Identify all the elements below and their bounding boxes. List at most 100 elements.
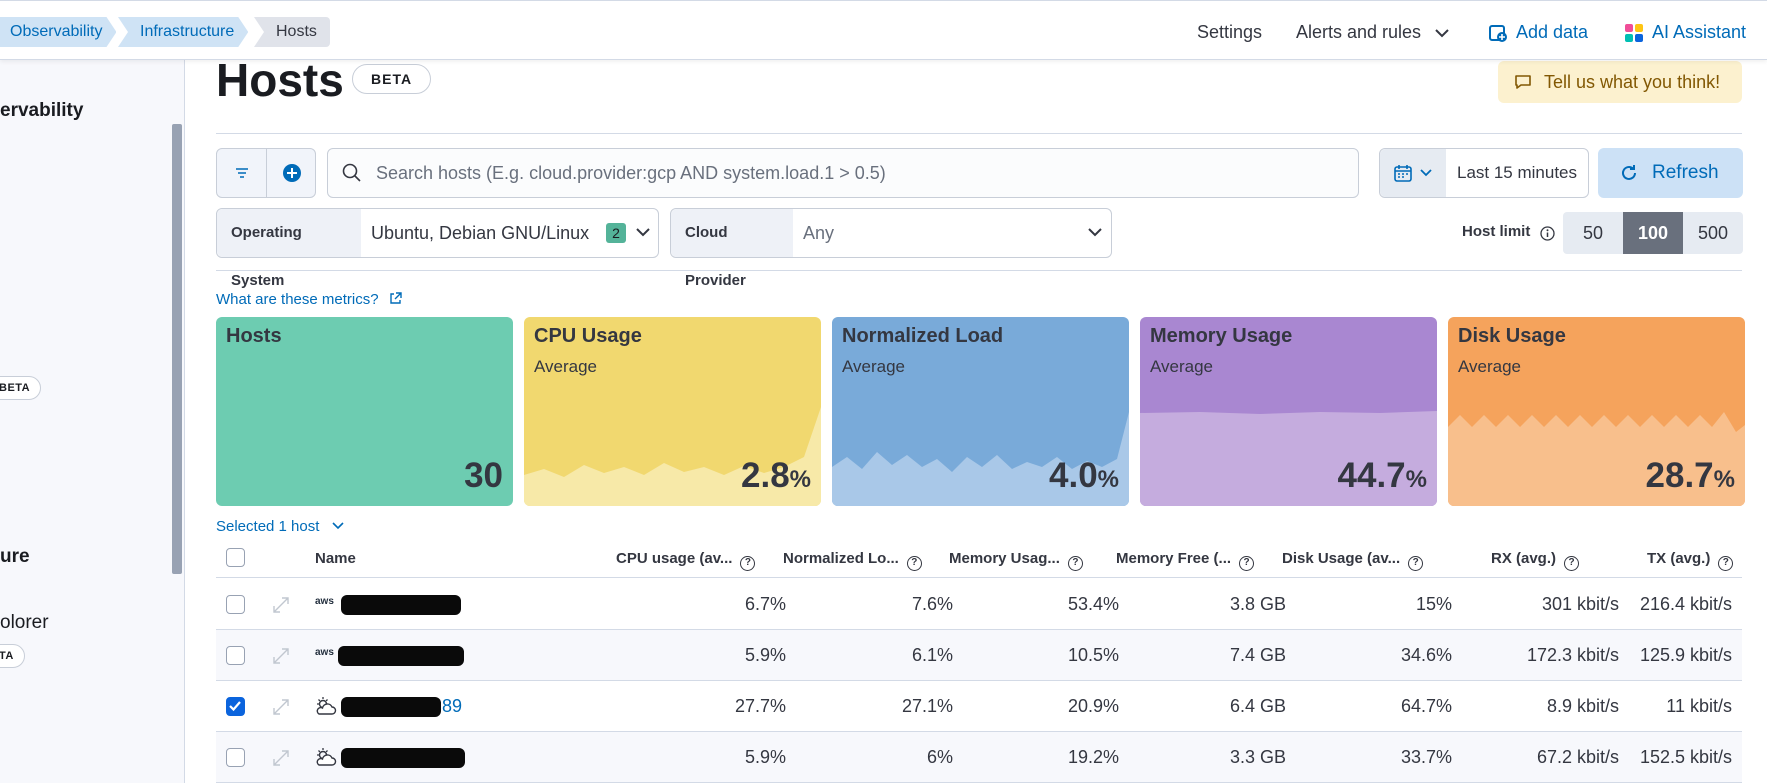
add-data-link[interactable]: Add data <box>1488 17 1588 47</box>
refresh-label: Refresh <box>1652 162 1719 183</box>
hosts-metric-card[interactable]: Hosts 30 <box>216 317 513 506</box>
row-checkbox[interactable] <box>226 697 245 716</box>
search-bar[interactable]: Search hosts (E.g. cloud.provider:gcp AN… <box>327 148 1359 198</box>
table-row[interactable]: aws 5.9% 6.1% 10.5% 7.4 GB 34.6% 172.3 k… <box>216 630 1742 681</box>
feedback-button[interactable]: Tell us what you think! <box>1498 61 1742 103</box>
date-picker[interactable]: Last 15 minutes <box>1379 148 1589 198</box>
disk-usage-metric-card[interactable]: Disk Usage Average 28.7% <box>1448 317 1745 506</box>
ai-assistant-button[interactable]: AI Assistant <box>1624 17 1746 47</box>
column-memory-usage[interactable]: Memory Usag...? <box>949 550 1083 571</box>
memory-free-value: 3.8 GB <box>1229 594 1286 614</box>
quick-select-button[interactable] <box>1380 149 1446 197</box>
sparkline-area <box>1140 411 1437 506</box>
column-disk-usage[interactable]: Disk Usage (av...? <box>1282 550 1424 571</box>
tx-value: 152.5 kbit/s <box>1639 747 1732 767</box>
memory-usage-metric-card[interactable]: Memory Usage Average 44.7% <box>1140 317 1437 506</box>
breadcrumb-infrastructure[interactable]: Infrastructure <box>118 17 248 47</box>
card-subtitle: Average <box>534 357 598 376</box>
host-limit-50[interactable]: 50 <box>1582 223 1604 243</box>
time-range-label[interactable]: Last 15 minutes <box>1457 163 1578 182</box>
redacted-host-name[interactable] <box>341 697 441 717</box>
column-tx[interactable]: TX (avg.)? <box>1647 550 1734 571</box>
card-title: CPU Usage <box>534 325 642 347</box>
filter-menu-button[interactable] <box>217 149 267 197</box>
card-value: 30 <box>464 456 503 495</box>
alerts-label: Alerts and rules <box>1296 22 1422 42</box>
sidebar-item-explorer[interactable]: olorer <box>0 612 49 633</box>
gcp-icon <box>316 748 337 766</box>
select-all-checkbox[interactable] <box>226 548 245 567</box>
selected-hosts-label: Selected 1 host <box>216 518 320 535</box>
normalized-load-metric-card[interactable]: Normalized Load Average 4.0% <box>832 317 1129 506</box>
host-limit-100[interactable]: 100 <box>1623 212 1683 254</box>
cpu-value: 5.9% <box>744 747 786 767</box>
disk-value: 34.6% <box>1400 645 1452 665</box>
page-title: Hosts <box>216 54 344 106</box>
plus-circle-icon <box>283 164 301 182</box>
os-filter[interactable]: Operating System Ubuntu, Debian GNU/Linu… <box>216 208 659 289</box>
add-filter-button[interactable] <box>267 149 317 197</box>
card-subtitle: Average <box>842 357 906 376</box>
column-name[interactable]: Name <box>315 550 356 567</box>
sparkline-area <box>1448 412 1745 506</box>
refresh-button[interactable]: Refresh <box>1598 148 1743 198</box>
add-data-icon <box>1489 25 1507 43</box>
info-icon[interactable] <box>1540 226 1555 241</box>
rx-value: 172.3 kbit/s <box>1526 645 1619 665</box>
tx-value: 125.9 kbit/s <box>1639 645 1732 665</box>
table-row[interactable]: 89 27.7% 27.1% 20.9% 6.4 GB 64.7% 8.9 kb… <box>216 681 1742 732</box>
redacted-host-name[interactable] <box>341 595 461 615</box>
selected-hosts-menu[interactable]: Selected 1 host <box>216 518 344 535</box>
row-checkbox[interactable] <box>226 748 245 767</box>
column-rx[interactable]: RX (avg.)? <box>1491 550 1580 571</box>
aws-icon: aws <box>315 596 334 607</box>
cloud-provider-label: Cloud Provider <box>671 209 793 289</box>
sidebar-item-infrastructure[interactable]: ure <box>0 546 30 567</box>
row-checkbox[interactable] <box>226 595 245 614</box>
settings-link[interactable]: Settings <box>1197 22 1263 42</box>
expand-icon[interactable] <box>271 595 291 615</box>
expand-icon[interactable] <box>271 697 291 717</box>
card-title: Hosts <box>226 325 282 347</box>
cloud-provider-filter[interactable]: Cloud Provider Any <box>670 208 1112 289</box>
redacted-host-name[interactable] <box>338 646 464 666</box>
rx-value: 8.9 kbit/s <box>1546 696 1619 716</box>
sidebar-scrollbar[interactable] <box>172 124 182 574</box>
divider <box>216 133 1742 134</box>
feedback-label: Tell us what you think! <box>1544 72 1721 92</box>
card-title: Disk Usage <box>1458 325 1566 347</box>
table-header: Name CPU usage (av...? Normalized Lo...?… <box>216 538 1742 578</box>
column-memory-free[interactable]: Memory Free (...? <box>1116 550 1255 571</box>
memory-free-value: 7.4 GB <box>1229 645 1286 665</box>
column-cpu-usage[interactable]: CPU usage (av...? <box>616 550 756 571</box>
checkmark-icon <box>229 701 241 712</box>
divider <box>216 270 1742 271</box>
tx-value: 216.4 kbit/s <box>1639 594 1732 614</box>
column-normalized-load[interactable]: Normalized Lo...? <box>783 550 922 571</box>
card-subtitle: Average <box>1150 357 1214 376</box>
cpu-usage-metric-card[interactable]: CPU Usage Average 2.8% <box>524 317 821 506</box>
load-value: 27.1% <box>901 696 953 716</box>
row-checkbox[interactable] <box>226 646 245 665</box>
expand-icon[interactable] <box>271 748 291 768</box>
card-subtitle: Average <box>1458 357 1522 376</box>
redacted-host-name[interactable] <box>341 748 465 768</box>
search-input[interactable]: Search hosts (E.g. cloud.provider:gcp AN… <box>376 163 886 183</box>
question-icon: ? <box>1564 556 1580 571</box>
search-icon <box>342 163 361 182</box>
expand-icon[interactable] <box>271 646 291 666</box>
breadcrumb-observability[interactable]: Observability <box>0 17 116 47</box>
chat-bubble-icon <box>1515 75 1531 89</box>
card-value: 2.8% <box>741 456 811 495</box>
table-row[interactable]: aws 6.7% 7.6% 53.4% 3.8 GB 15% 301 kbit/… <box>216 579 1742 630</box>
chevron-down-icon <box>636 228 650 237</box>
load-value: 7.6% <box>911 594 953 614</box>
alerts-and-rules-menu[interactable]: Alerts and rules <box>1296 17 1450 47</box>
gcp-icon <box>316 697 337 715</box>
host-limit-500[interactable]: 500 <box>1697 223 1729 243</box>
memory-value: 19.2% <box>1067 747 1119 767</box>
table-row[interactable]: 5.9% 6% 19.2% 3.3 GB 33.7% 67.2 kbit/s 1… <box>216 732 1742 783</box>
card-title: Memory Usage <box>1150 325 1293 347</box>
metrics-help-link[interactable]: What are these metrics? <box>216 291 402 308</box>
host-name-link[interactable]: 89 <box>442 696 463 716</box>
